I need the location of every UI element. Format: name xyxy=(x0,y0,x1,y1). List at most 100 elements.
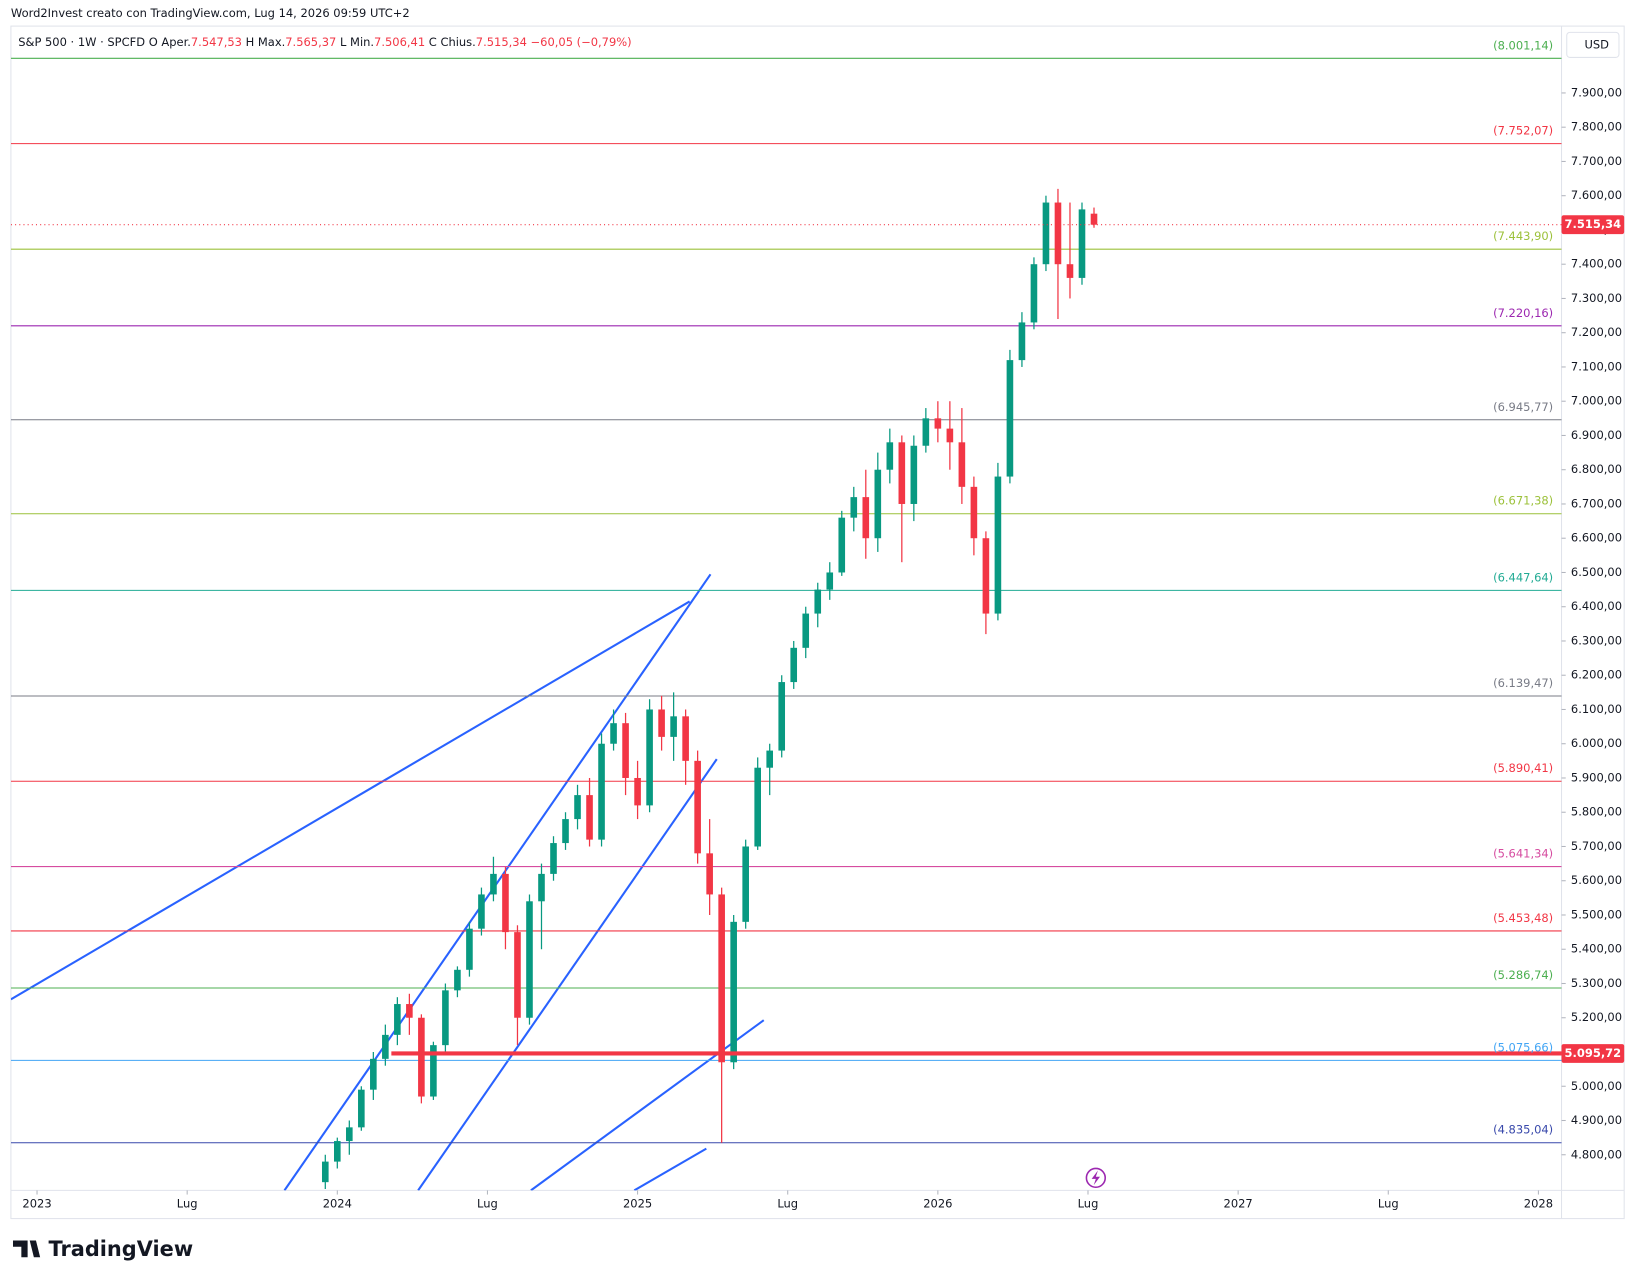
y-tick-label: 5.700,00 xyxy=(1571,839,1622,853)
candle-body xyxy=(802,613,810,648)
level-label: (5.890,41) xyxy=(1493,761,1553,775)
candle-body xyxy=(358,1089,365,1128)
candle-body xyxy=(934,418,942,429)
candle-body xyxy=(394,1004,401,1035)
candle-body xyxy=(646,709,653,806)
low-label: Min. xyxy=(350,34,374,48)
candle-body xyxy=(922,418,930,446)
o: O xyxy=(149,34,158,48)
x-tick-label: 2025 xyxy=(623,1196,652,1210)
brand: TradingView xyxy=(48,1237,193,1261)
candle-body xyxy=(730,921,737,1063)
candle-body xyxy=(574,795,581,820)
candle-body xyxy=(502,873,509,933)
candle-body xyxy=(550,843,557,874)
y-tick-label: 7.200,00 xyxy=(1571,325,1622,339)
y-tick-label: 6.300,00 xyxy=(1571,633,1622,647)
y-tick-label: 7.700,00 xyxy=(1571,154,1622,168)
low: 7.506,41 xyxy=(374,34,425,48)
candle-body xyxy=(874,469,882,539)
candle-body xyxy=(562,819,569,844)
y-tick-label: 6.000,00 xyxy=(1571,736,1622,750)
brand-logo xyxy=(12,1240,41,1258)
candle-body xyxy=(634,777,641,806)
candle-body xyxy=(670,716,677,737)
currency-box[interactable] xyxy=(1566,31,1620,58)
candle-body xyxy=(346,1127,353,1142)
candle-body xyxy=(658,709,665,737)
candle-body xyxy=(538,873,545,902)
candle-body xyxy=(1018,322,1026,361)
y-tick-label: 4.900,00 xyxy=(1571,1113,1622,1127)
y-tick-label: 7.600,00 xyxy=(1571,188,1622,202)
candle-body xyxy=(382,1034,389,1059)
marked-level-label: 5.095,72 xyxy=(1565,1046,1622,1060)
candle-body xyxy=(1030,264,1038,323)
candle-body xyxy=(970,486,978,539)
candle-body xyxy=(682,716,689,761)
candle-body xyxy=(778,682,786,751)
candle-body xyxy=(1042,202,1050,265)
candle-body xyxy=(1054,202,1062,265)
candle-body xyxy=(826,572,834,590)
candle-body xyxy=(910,445,918,504)
frame xyxy=(10,25,1625,1220)
last-price-label: 7.515,34 xyxy=(1565,217,1622,231)
candle-body xyxy=(790,647,798,683)
candle-body xyxy=(1066,264,1074,278)
l: L xyxy=(340,34,347,48)
candle-body xyxy=(994,476,1002,614)
change: −60,05 (−0,79%) xyxy=(531,34,632,48)
candle-body xyxy=(862,497,870,539)
high: 7.565,37 xyxy=(285,34,336,48)
candle-body xyxy=(742,846,749,922)
candle-body xyxy=(490,873,497,895)
y-tick-label: 6.200,00 xyxy=(1571,668,1622,682)
candle-body xyxy=(334,1141,341,1162)
candle-body xyxy=(514,932,521,1018)
level-label: (4.835,04) xyxy=(1493,1123,1553,1137)
open-label: Aper. xyxy=(161,34,191,48)
currency: USD xyxy=(1585,37,1610,51)
level-label: (5.075,66) xyxy=(1493,1040,1553,1054)
symbol: S&P 500 · 1W · SPCFD xyxy=(18,34,145,48)
level-label: (5.286,74) xyxy=(1493,968,1553,982)
candle-body xyxy=(1090,213,1098,225)
y-tick-label: 7.000,00 xyxy=(1571,394,1622,408)
candle-body xyxy=(430,1045,437,1097)
x-tick-label: Lug xyxy=(477,1196,498,1210)
candle-body xyxy=(838,517,846,573)
candle-body xyxy=(598,743,605,840)
y-tick-label: 6.100,00 xyxy=(1571,702,1622,716)
level-label: (5.453,48) xyxy=(1493,911,1553,925)
candle-body xyxy=(321,1161,329,1183)
x-tick-label: Lug xyxy=(177,1196,198,1210)
y-tick-label: 7.100,00 xyxy=(1571,359,1622,373)
candle-body xyxy=(586,795,593,840)
y-tick-label: 5.600,00 xyxy=(1571,873,1622,887)
trend-line xyxy=(417,758,718,1191)
candle-body xyxy=(370,1058,377,1090)
candle-body xyxy=(418,1017,425,1097)
level-label: (6.139,47) xyxy=(1493,676,1553,690)
last-price-box xyxy=(1561,215,1625,235)
level-label: (6.945,77) xyxy=(1493,400,1553,414)
candle-body xyxy=(442,990,449,1046)
x-tick-label: 2028 xyxy=(1524,1196,1553,1210)
y-tick-label: 7.900,00 xyxy=(1571,85,1622,99)
event-bolt xyxy=(1091,1170,1100,1186)
y-tick-label: 6.500,00 xyxy=(1571,565,1622,579)
level-label: (7.220,16) xyxy=(1493,306,1553,320)
level-label: (5.641,34) xyxy=(1493,847,1553,861)
y-tick-label: 5.200,00 xyxy=(1571,1010,1622,1024)
y-tick-label: 5.300,00 xyxy=(1571,976,1622,990)
y-tick-label: 7.300,00 xyxy=(1571,291,1622,305)
x-tick-label: Lug xyxy=(1078,1196,1099,1210)
y-tick-label: 7.800,00 xyxy=(1571,120,1622,134)
source-text: Word2Invest creato con TradingView.com, … xyxy=(11,6,410,20)
candle-body xyxy=(454,969,461,991)
close: 7.515,34 xyxy=(476,34,527,48)
y-tick-label: 5.800,00 xyxy=(1571,805,1622,819)
candle-body xyxy=(766,750,774,768)
